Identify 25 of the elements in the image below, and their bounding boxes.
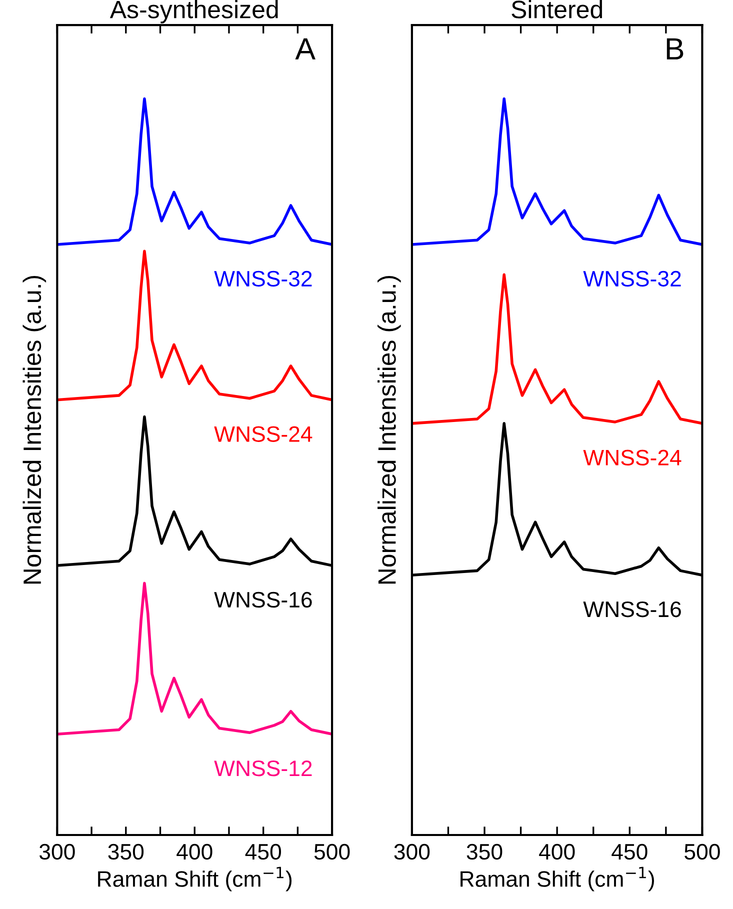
- x-tick-label: 300: [394, 844, 430, 860]
- series-label: WNSS-24: [214, 426, 312, 442]
- x-axis-title: Raman Shift (cm$^{−1}$): [98, 866, 292, 892]
- series-label: WNSS-16: [214, 592, 312, 608]
- x-tick-label: 400: [176, 844, 212, 860]
- series-label: WNSS-24: [583, 450, 682, 466]
- series-label: WNSS-32: [214, 270, 312, 287]
- text: B: [666, 38, 684, 60]
- x-tick-label: 500: [314, 844, 350, 860]
- series-label: WNSS-32: [583, 270, 681, 287]
- y-axis-title: Normalized Intensities (a.u.): [22, 276, 46, 584]
- x-tick-label: 450: [612, 844, 648, 860]
- y-axis-title: Normalized Intensities (a.u.): [378, 276, 401, 584]
- x-tick-label: 300: [39, 844, 75, 860]
- series-label: WNSS-12: [214, 760, 312, 776]
- x-tick-label: 450: [245, 844, 281, 860]
- x-tick-label: 350: [108, 844, 144, 860]
- x-tick-label: 500: [684, 844, 720, 860]
- x-tick-label: 350: [466, 844, 502, 860]
- chart-title: As-synthesized: [110, 0, 278, 24]
- chart-title: Sintered: [512, 0, 602, 18]
- text: A: [295, 38, 316, 60]
- series-label: WNSS-16: [583, 601, 681, 618]
- x-tick-label: 400: [539, 844, 575, 860]
- x-axis-title: Raman Shift (cm$^{−1}$): [460, 866, 654, 892]
